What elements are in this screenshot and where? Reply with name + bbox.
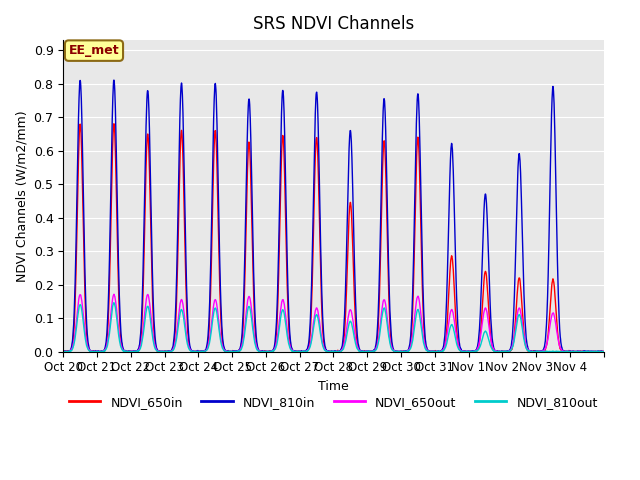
NDVI_810in (571, 348, 579, 354)
Line: NDVI_650out: NDVI_650out (63, 294, 604, 351)
NDVI_810out (256, 348, 264, 354)
NDVI_650in (256, 348, 264, 354)
NDVI_650in (235, 348, 243, 354)
Line: NDVI_810in: NDVI_810in (63, 80, 604, 351)
NDVI_810out (110, 300, 118, 306)
NDVI_810out (235, 348, 243, 354)
NDVI_650out (600, 348, 607, 354)
NDVI_650out (110, 291, 118, 297)
NDVI_810out (60, 348, 68, 354)
NDVI_650in (110, 121, 118, 127)
NDVI_650in (568, 348, 575, 354)
NDVI_810in (60, 348, 67, 354)
NDVI_650out (568, 348, 575, 354)
Y-axis label: NDVI Channels (W/m2/mm): NDVI Channels (W/m2/mm) (15, 110, 28, 282)
NDVI_810in (60, 348, 67, 354)
Text: EE_met: EE_met (68, 44, 119, 57)
NDVI_650out (570, 348, 578, 354)
NDVI_650out (196, 348, 204, 354)
NDVI_810out (571, 348, 579, 354)
Legend: NDVI_650in, NDVI_810in, NDVI_650out, NDVI_810out: NDVI_650in, NDVI_810in, NDVI_650out, NDV… (64, 391, 603, 414)
X-axis label: Time: Time (318, 380, 349, 393)
NDVI_810out (600, 348, 607, 354)
NDVI_810in (197, 348, 205, 354)
NDVI_650in (344, 243, 352, 249)
NDVI_810out (568, 348, 575, 354)
NDVI_650in (196, 348, 204, 354)
NDVI_650out (344, 316, 352, 322)
NDVI_650in (570, 348, 578, 354)
NDVI_810in (256, 348, 264, 354)
NDVI_650in (60, 348, 67, 354)
NDVI_650out (60, 348, 67, 354)
NDVI_810in (600, 348, 607, 354)
NDVI_650in (600, 348, 607, 354)
NDVI_810in (235, 347, 243, 353)
Line: NDVI_650in: NDVI_650in (63, 124, 604, 351)
NDVI_650out (256, 348, 264, 354)
NDVI_810in (568, 348, 575, 354)
Line: NDVI_810out: NDVI_810out (63, 303, 604, 351)
NDVI_810out (197, 348, 205, 354)
Title: SRS NDVI Channels: SRS NDVI Channels (253, 15, 414, 33)
NDVI_810out (344, 324, 352, 330)
NDVI_810in (110, 77, 118, 83)
NDVI_650out (235, 348, 243, 354)
NDVI_810in (344, 174, 352, 180)
NDVI_810out (60, 348, 67, 354)
